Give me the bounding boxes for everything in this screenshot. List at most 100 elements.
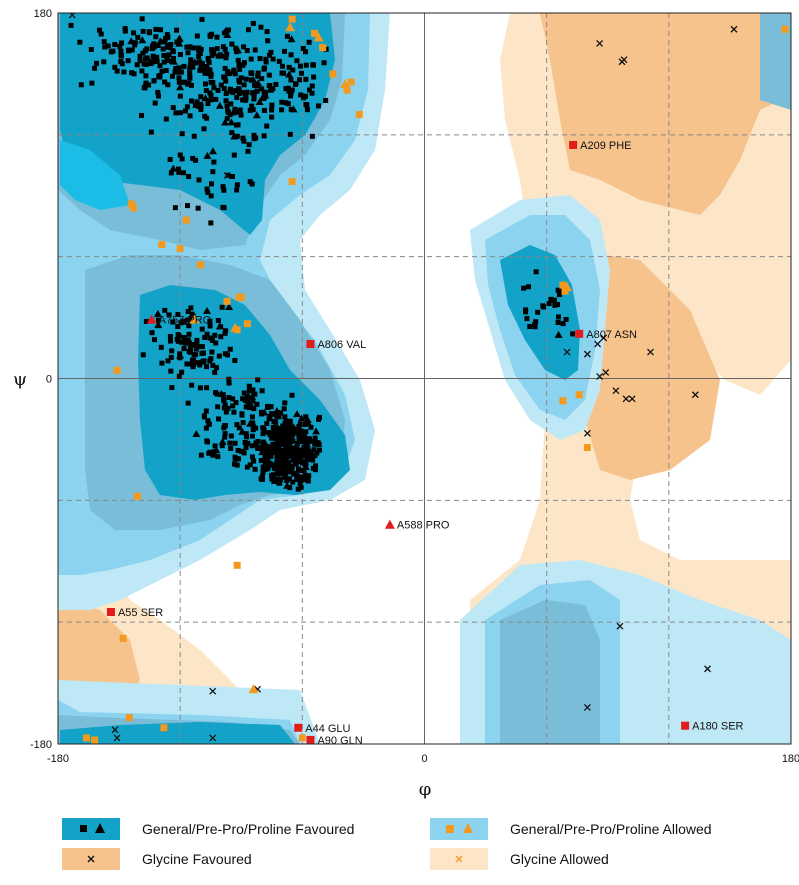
general-square-point bbox=[230, 396, 236, 402]
general-square-point bbox=[527, 323, 533, 329]
general-square-point bbox=[231, 152, 237, 158]
general-square-point bbox=[268, 404, 274, 410]
general-square-point bbox=[232, 106, 238, 112]
general-square-point bbox=[284, 432, 290, 438]
general-square-point bbox=[274, 413, 280, 419]
x-tick-label: -180 bbox=[47, 753, 69, 765]
general-square-point bbox=[259, 476, 265, 482]
general-square-point bbox=[312, 453, 318, 459]
glycine-x-point bbox=[596, 373, 604, 380]
general-square-point bbox=[189, 382, 195, 388]
general-square-point bbox=[175, 323, 181, 329]
general-triangle-point bbox=[258, 448, 267, 456]
general-square-point bbox=[255, 73, 261, 79]
allowed-square-point bbox=[127, 200, 135, 208]
allowed-square-point bbox=[343, 86, 351, 94]
general-square-point bbox=[196, 53, 202, 59]
general-square-point bbox=[198, 94, 204, 100]
general-square-point bbox=[207, 32, 213, 38]
general-triangle-point bbox=[223, 30, 232, 38]
general-square-point bbox=[196, 45, 202, 51]
general-square-point bbox=[250, 423, 256, 429]
general-square-point bbox=[247, 179, 253, 185]
general-square-point bbox=[221, 86, 227, 92]
general-square-point bbox=[199, 16, 205, 22]
general-triangle-point bbox=[287, 35, 296, 43]
general-triangle-point bbox=[138, 36, 147, 44]
general-square-point bbox=[159, 68, 165, 74]
regions bbox=[58, 13, 791, 744]
general-square-point bbox=[269, 114, 275, 120]
general-square-point bbox=[306, 473, 312, 479]
general-square-point bbox=[299, 477, 305, 483]
general-square-point bbox=[287, 441, 293, 447]
general-square-point bbox=[279, 99, 285, 105]
general-square-point bbox=[258, 458, 264, 464]
allowed-square-point bbox=[113, 366, 121, 374]
allowed-square-point bbox=[559, 397, 567, 405]
data-points bbox=[68, 13, 789, 744]
outlier-marker bbox=[681, 721, 690, 730]
y-tick-label: -180 bbox=[30, 739, 52, 751]
general-square-point bbox=[228, 433, 234, 439]
general-square-point bbox=[302, 460, 308, 466]
outlier-label: A180 SER bbox=[692, 721, 743, 733]
allowed-triangle-point bbox=[340, 79, 351, 89]
general-square-point bbox=[245, 440, 251, 446]
general-square-point bbox=[223, 328, 229, 334]
general-square-point bbox=[282, 400, 288, 406]
general-square-point bbox=[246, 383, 252, 389]
general-square-point bbox=[186, 174, 192, 180]
general-square-point bbox=[274, 437, 280, 443]
general-square-point bbox=[263, 443, 269, 449]
general-square-point bbox=[105, 43, 111, 49]
allowed-square-point bbox=[91, 736, 99, 744]
allowed-square-point bbox=[182, 216, 190, 224]
general-square-point bbox=[174, 39, 180, 45]
allowed-square-point bbox=[298, 734, 306, 742]
glycine-x-point bbox=[691, 391, 699, 399]
general-square-point bbox=[261, 66, 267, 72]
general-square-point bbox=[141, 61, 147, 67]
general-square-point bbox=[244, 393, 250, 399]
outlier-label: A55 SER bbox=[118, 607, 163, 619]
allowed-square-point bbox=[125, 714, 133, 722]
general-square-point bbox=[230, 403, 236, 409]
allowed-square-point bbox=[243, 320, 251, 328]
general-square-point bbox=[199, 359, 205, 365]
general-square-point bbox=[252, 47, 258, 53]
general-square-point bbox=[234, 122, 240, 128]
general-square-point bbox=[227, 71, 233, 77]
outlier-label: A807 ASN bbox=[586, 329, 637, 341]
general-square-point bbox=[236, 90, 242, 96]
general-square-point bbox=[552, 302, 558, 308]
general-square-point bbox=[207, 67, 213, 73]
y-tick-label: 180 bbox=[34, 8, 52, 20]
general-square-point bbox=[199, 326, 205, 332]
x-tick-label: 180 bbox=[782, 753, 799, 765]
general-square-point bbox=[254, 401, 260, 407]
general-square-point bbox=[264, 123, 270, 129]
general-square-point bbox=[223, 55, 229, 61]
general-square-point bbox=[259, 473, 265, 479]
general-square-point bbox=[231, 461, 237, 467]
general-square-point bbox=[308, 424, 314, 430]
general-square-point bbox=[177, 110, 183, 116]
general-square-point bbox=[227, 112, 233, 118]
glycine-x-point bbox=[113, 734, 121, 742]
general-square-point bbox=[222, 75, 228, 81]
general-square-point bbox=[250, 388, 256, 394]
general-square-point bbox=[245, 398, 251, 404]
general-square-point bbox=[169, 348, 175, 354]
allowed-square-point bbox=[223, 297, 231, 305]
general-square-point bbox=[140, 50, 146, 56]
legend-x-icon bbox=[87, 855, 95, 863]
general-square-point bbox=[270, 441, 276, 447]
general-square-point bbox=[165, 34, 171, 40]
general-square-point bbox=[250, 107, 256, 113]
general-square-point bbox=[175, 332, 181, 338]
general-square-point bbox=[192, 102, 198, 108]
general-square-point bbox=[278, 460, 284, 466]
general-square-point bbox=[221, 205, 227, 211]
general-square-point bbox=[187, 73, 193, 79]
